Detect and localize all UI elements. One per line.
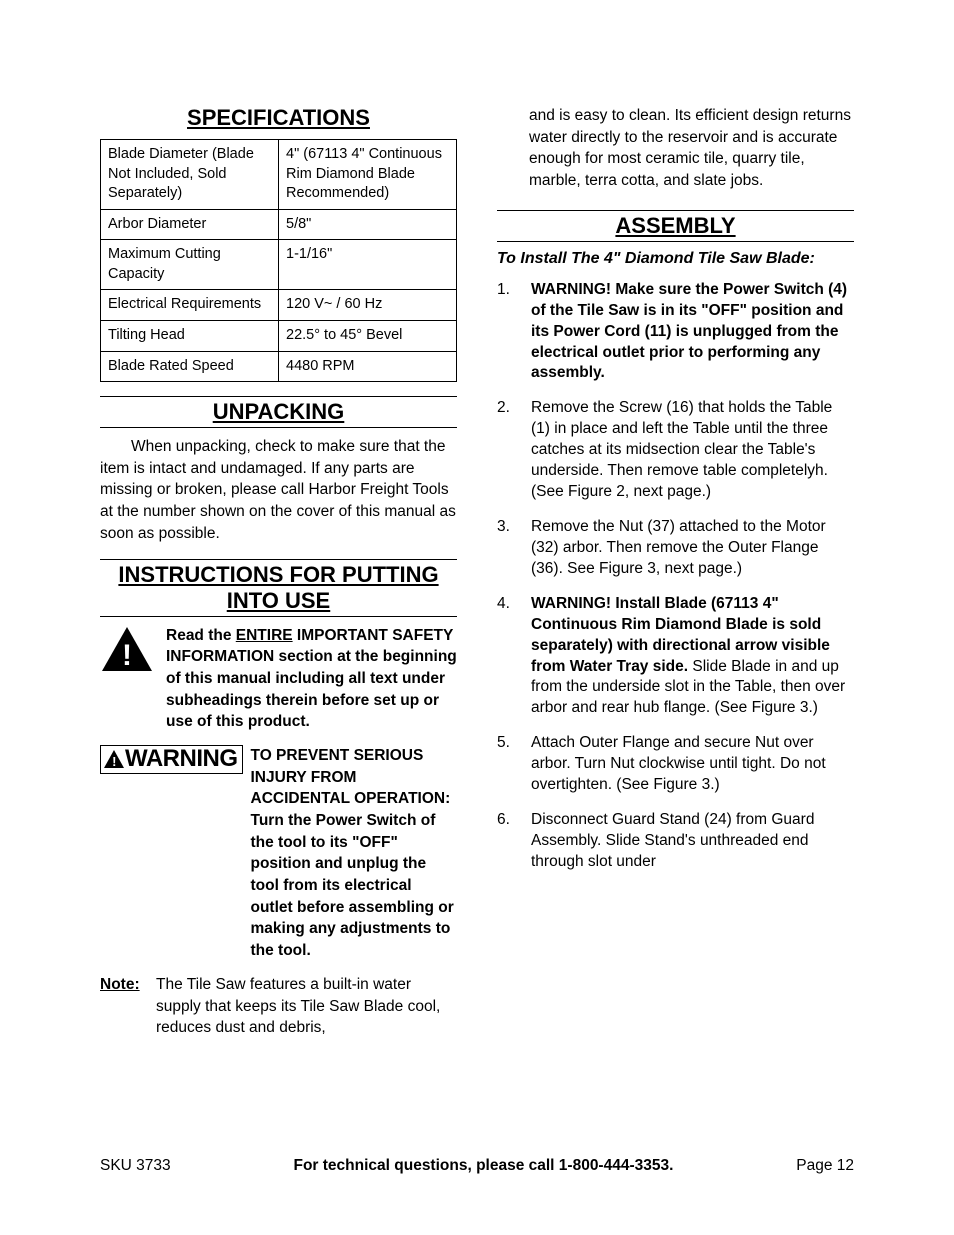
note-label: Note: <box>100 974 148 1039</box>
safety-read-block: ! Read the ENTIRE IMPORTANT SAFETY INFOR… <box>100 625 457 733</box>
note-text-start: The Tile Saw features a built-in water s… <box>156 974 457 1039</box>
two-column-layout: SPECIFICATIONS Blade Diameter (Blade Not… <box>100 105 854 1039</box>
step-text: Disconnect Guard Stand (24) from Guard A… <box>531 810 854 873</box>
step-number: 1. <box>497 280 517 385</box>
prevent-heading: TO PREVENT SERIOUS INJURY FROM ACCIDENTA… <box>251 747 451 807</box>
spec-label: Maximum Cutting Capacity <box>101 240 279 290</box>
warning-label-box: ! WARNING <box>100 745 243 962</box>
step-rest: Remove the Nut (37) attached to the Moto… <box>531 518 826 577</box>
spec-value: 1-1/16" <box>279 240 457 290</box>
table-row: Electrical Requirements120 V~ / 60 Hz <box>101 290 457 321</box>
table-row: Arbor Diameter5/8" <box>101 209 457 240</box>
read-pre: Read the <box>166 627 236 644</box>
safety-read-text: Read the ENTIRE IMPORTANT SAFETY INFORMA… <box>166 625 457 733</box>
right-column: and is easy to clean. Its efficient desi… <box>497 105 854 1039</box>
prevent-body: Turn the Power Switch of the tool to its… <box>251 812 454 959</box>
divider <box>497 210 854 211</box>
svg-text:!: ! <box>122 639 132 672</box>
step-rest: Remove the Screw (16) that holds the Tab… <box>531 399 832 500</box>
assembly-steps: 1.WARNING! Make sure the Power Switch (4… <box>497 280 854 873</box>
list-item: 3.Remove the Nut (37) attached to the Mo… <box>497 517 854 580</box>
read-entire: ENTIRE <box>236 627 293 644</box>
heading-assembly: ASSEMBLY <box>497 213 854 242</box>
specifications-table: Blade Diameter (Blade Not Included, Sold… <box>100 139 457 382</box>
warning-text: TO PREVENT SERIOUS INJURY FROM ACCIDENTA… <box>251 745 458 962</box>
warning-small-triangle-icon: ! <box>103 749 125 769</box>
step-rest: Attach Outer Flange and secure Nut over … <box>531 734 826 793</box>
spec-label: Electrical Requirements <box>101 290 279 321</box>
footer-sku: SKU 3733 <box>100 1157 171 1175</box>
spec-value: 120 V~ / 60 Hz <box>279 290 457 321</box>
table-row: Blade Rated Speed4480 RPM <box>101 351 457 382</box>
list-item: 5.Attach Outer Flange and secure Nut ove… <box>497 733 854 796</box>
warning-label: ! WARNING <box>100 745 243 774</box>
spec-label: Arbor Diameter <box>101 209 279 240</box>
table-row: Tilting Head22.5° to 45° Bevel <box>101 320 457 351</box>
step-number: 6. <box>497 810 517 873</box>
spec-label: Blade Diameter (Blade Not Included, Sold… <box>101 140 279 210</box>
step-number: 3. <box>497 517 517 580</box>
list-item: 1.WARNING! Make sure the Power Switch (4… <box>497 280 854 385</box>
step-text: Remove the Nut (37) attached to the Moto… <box>531 517 854 580</box>
footer-contact: For technical questions, please call 1-8… <box>293 1157 673 1175</box>
heading-specifications: SPECIFICATIONS <box>100 105 457 131</box>
note-text-cont: and is easy to clean. Its efficient desi… <box>497 105 854 192</box>
table-row: Blade Diameter (Blade Not Included, Sold… <box>101 140 457 210</box>
step-bold: WARNING! Make sure the Power Switch (4) … <box>531 281 847 382</box>
spec-value: 22.5° to 45° Bevel <box>279 320 457 351</box>
heading-instructions: INSTRUCTIONS FOR PUTTING INTO USE <box>100 559 457 617</box>
step-text: Remove the Screw (16) that holds the Tab… <box>531 398 854 503</box>
list-item: 6.Disconnect Guard Stand (24) from Guard… <box>497 810 854 873</box>
spec-value: 5/8" <box>279 209 457 240</box>
document-page: SPECIFICATIONS Blade Diameter (Blade Not… <box>0 0 954 1235</box>
list-item: 2.Remove the Screw (16) that holds the T… <box>497 398 854 503</box>
spec-label: Blade Rated Speed <box>101 351 279 382</box>
step-number: 2. <box>497 398 517 503</box>
list-item: 4.WARNING! Install Blade (67113 4" Conti… <box>497 594 854 720</box>
warning-triangle-icon: ! <box>100 625 158 733</box>
step-text: Attach Outer Flange and secure Nut over … <box>531 733 854 796</box>
page-footer: SKU 3733 For technical questions, please… <box>100 1157 854 1175</box>
step-rest: Disconnect Guard Stand (24) from Guard A… <box>531 811 814 870</box>
step-number: 5. <box>497 733 517 796</box>
spec-value: 4480 RPM <box>279 351 457 382</box>
assembly-subhead: To Install The 4" Diamond Tile Saw Blade… <box>516 250 854 268</box>
warning-block: ! WARNING TO PREVENT SERIOUS INJURY FROM … <box>100 745 457 962</box>
table-row: Maximum Cutting Capacity1-1/16" <box>101 240 457 290</box>
heading-unpacking: UNPACKING <box>100 396 457 428</box>
unpacking-text: When unpacking, check to make sure that … <box>100 436 457 544</box>
note-block: Note: The Tile Saw features a built-in w… <box>100 974 457 1039</box>
left-column: SPECIFICATIONS Blade Diameter (Blade Not… <box>100 105 457 1039</box>
step-number: 4. <box>497 594 517 720</box>
warning-word: WARNING <box>125 745 238 772</box>
spec-value: 4" (67113 4" Continuous Rim Diamond Blad… <box>279 140 457 210</box>
step-text: WARNING! Make sure the Power Switch (4) … <box>531 280 854 385</box>
step-text: WARNING! Install Blade (67113 4" Continu… <box>531 594 854 720</box>
spec-label: Tilting Head <box>101 320 279 351</box>
footer-page: Page 12 <box>796 1157 854 1175</box>
svg-text:!: ! <box>112 754 116 769</box>
